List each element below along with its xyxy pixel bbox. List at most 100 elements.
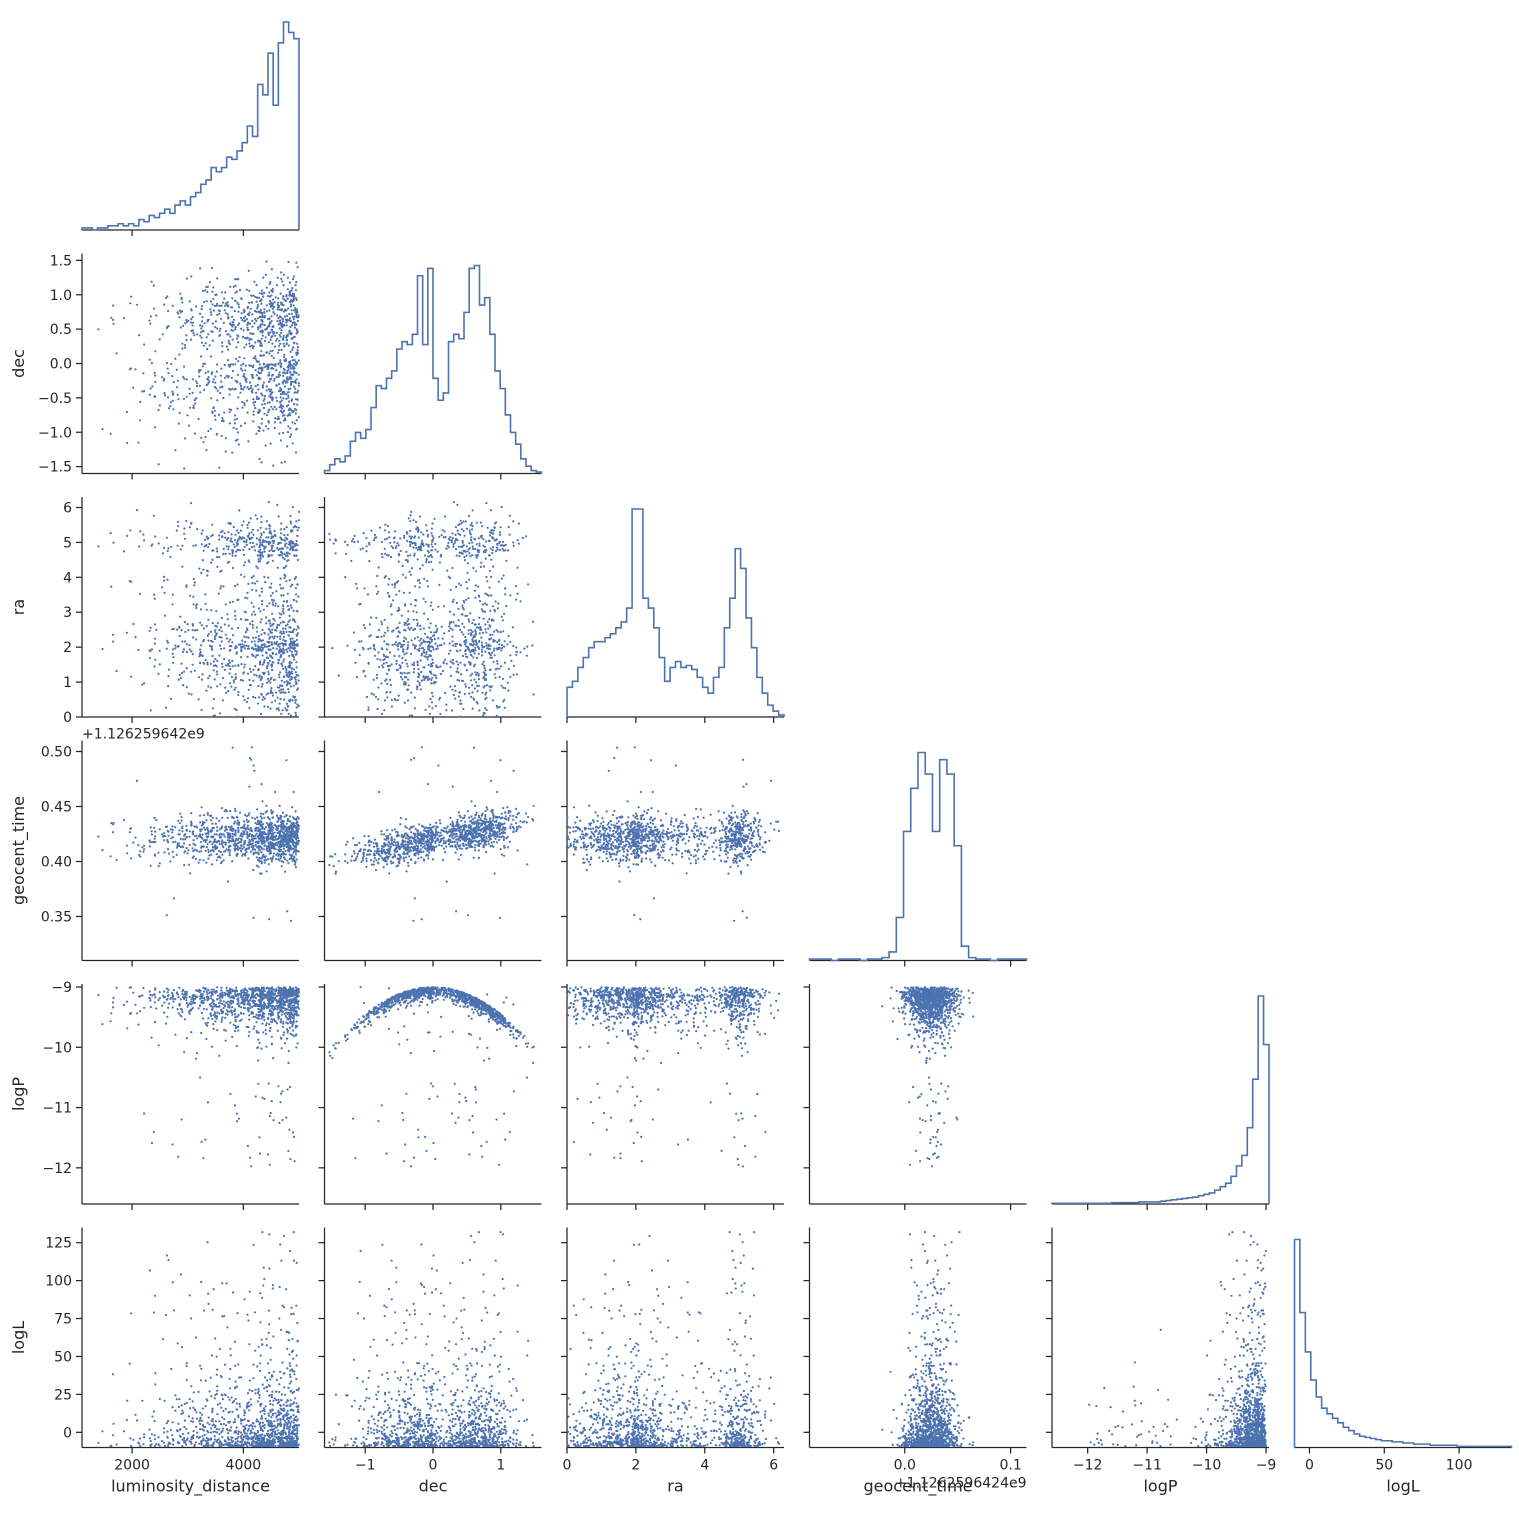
scatter-point bbox=[394, 582, 397, 585]
scatter-point bbox=[266, 401, 269, 404]
scatter-point bbox=[471, 640, 474, 643]
scatter-point bbox=[287, 260, 290, 264]
scatter-point bbox=[205, 336, 208, 339]
scatter-point bbox=[501, 646, 504, 650]
scatter-point bbox=[176, 628, 179, 631]
scatter-point bbox=[290, 364, 294, 367]
scatter-point bbox=[281, 303, 285, 307]
scatter-point bbox=[431, 534, 434, 538]
scatter-point bbox=[246, 618, 249, 621]
scatter-point bbox=[457, 625, 460, 628]
scatter-point bbox=[280, 365, 283, 368]
scatter-point bbox=[183, 344, 186, 347]
scatter-point bbox=[353, 534, 356, 538]
scatter-point bbox=[267, 645, 270, 648]
scatter-point bbox=[267, 576, 270, 579]
scatter-point bbox=[471, 545, 474, 548]
scatter-point bbox=[292, 684, 295, 687]
scatter-point bbox=[288, 837, 291, 840]
scatter-point bbox=[286, 371, 289, 375]
scatter-point bbox=[293, 646, 296, 650]
scatter-point bbox=[268, 302, 271, 306]
scatter-point bbox=[267, 648, 270, 651]
scatter-point bbox=[451, 658, 454, 662]
scatter-point bbox=[142, 850, 145, 853]
scatter-point bbox=[262, 399, 265, 402]
scatter-point bbox=[288, 841, 291, 844]
scatter-point bbox=[206, 832, 209, 835]
scatter-point bbox=[352, 631, 356, 634]
scatter-point bbox=[260, 847, 263, 850]
scatter-point bbox=[292, 275, 295, 278]
scatter-point bbox=[153, 826, 156, 830]
scatter-point bbox=[278, 390, 281, 393]
scatter-point bbox=[216, 659, 219, 663]
scatter-point bbox=[255, 537, 258, 540]
scatter-point bbox=[401, 661, 404, 664]
scatter-point bbox=[251, 366, 255, 369]
scatter-point bbox=[281, 318, 285, 321]
scatter-point bbox=[278, 339, 281, 342]
scatter-point bbox=[272, 332, 275, 335]
scatter-point bbox=[285, 342, 288, 345]
scatter-point bbox=[494, 550, 498, 553]
scatter-point bbox=[157, 851, 160, 854]
scatter-point bbox=[256, 580, 259, 583]
scatter-point bbox=[206, 663, 209, 666]
scatter-point bbox=[202, 814, 206, 817]
scatter-point bbox=[236, 816, 239, 819]
scatter-point bbox=[271, 591, 274, 595]
scatter-point bbox=[290, 542, 294, 545]
scatter-point bbox=[499, 665, 503, 668]
scatter-point bbox=[229, 523, 232, 526]
scatter-point bbox=[468, 661, 471, 664]
scatter-point bbox=[478, 595, 481, 598]
scatter-point bbox=[216, 829, 219, 832]
scatter-point bbox=[396, 644, 399, 647]
scatter-point bbox=[208, 344, 211, 347]
scatter-point bbox=[280, 551, 284, 555]
scatter-point bbox=[245, 818, 248, 821]
scatter-point bbox=[451, 537, 454, 540]
scatter-point bbox=[263, 402, 266, 405]
scatter-point bbox=[252, 413, 255, 416]
scatter-point bbox=[225, 848, 228, 851]
scatter-point bbox=[472, 697, 475, 700]
scatter-point bbox=[230, 685, 233, 688]
scatter-point bbox=[296, 820, 299, 823]
scatter-point bbox=[271, 668, 274, 672]
scatter-point bbox=[430, 560, 433, 563]
scatter-point bbox=[227, 548, 230, 551]
scatter-point bbox=[260, 646, 263, 649]
scatter-point bbox=[233, 388, 236, 391]
scatter-point bbox=[477, 652, 480, 656]
scatter-point bbox=[294, 861, 297, 864]
scatter-point bbox=[262, 276, 265, 279]
scatter-point bbox=[231, 746, 234, 749]
scatter-point bbox=[251, 536, 254, 539]
scatter-point bbox=[260, 633, 263, 636]
scatter-point bbox=[417, 668, 420, 671]
scatter-point bbox=[210, 853, 213, 856]
scatter-point bbox=[295, 628, 298, 631]
scatter-point bbox=[288, 292, 291, 295]
scatter-point bbox=[279, 583, 282, 586]
scatter-point bbox=[220, 434, 223, 438]
scatter-point bbox=[233, 418, 236, 421]
scatter-point bbox=[450, 541, 453, 544]
scatter-point bbox=[425, 651, 428, 654]
scatter-point bbox=[268, 317, 271, 320]
scatter-point bbox=[195, 825, 198, 828]
scatter-point bbox=[417, 857, 420, 860]
scatter-point bbox=[228, 560, 231, 563]
y-tick-label: −0.5 bbox=[38, 391, 72, 407]
scatter-point bbox=[111, 640, 115, 643]
scatter-point bbox=[225, 374, 228, 377]
scatter-point bbox=[380, 682, 383, 685]
scatter-point bbox=[293, 832, 296, 835]
scatter-point bbox=[406, 539, 409, 543]
scatter-point bbox=[465, 598, 468, 601]
scatter-point bbox=[227, 880, 230, 883]
scatter-point bbox=[413, 664, 416, 667]
scatter-point bbox=[380, 620, 383, 623]
